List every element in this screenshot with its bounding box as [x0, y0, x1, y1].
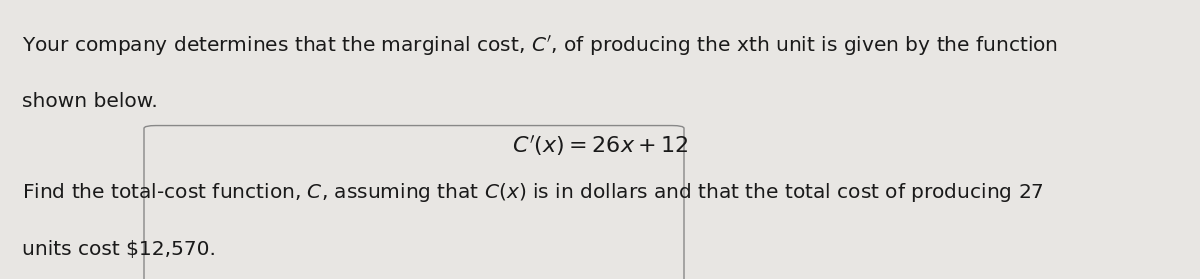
- Text: units cost $12,570.: units cost $12,570.: [22, 240, 216, 259]
- Text: Find the total-cost function, $C$, assuming that $C(x)$ is in dollars and that t: Find the total-cost function, $C$, assum…: [22, 181, 1044, 204]
- Text: $C'(x) = 26x + 12$: $C'(x) = 26x + 12$: [511, 134, 689, 158]
- Text: Your company determines that the marginal cost, $C'$, of producing the xth unit : Your company determines that the margina…: [22, 33, 1057, 57]
- FancyBboxPatch shape: [144, 126, 684, 279]
- Text: shown below.: shown below.: [22, 92, 157, 111]
